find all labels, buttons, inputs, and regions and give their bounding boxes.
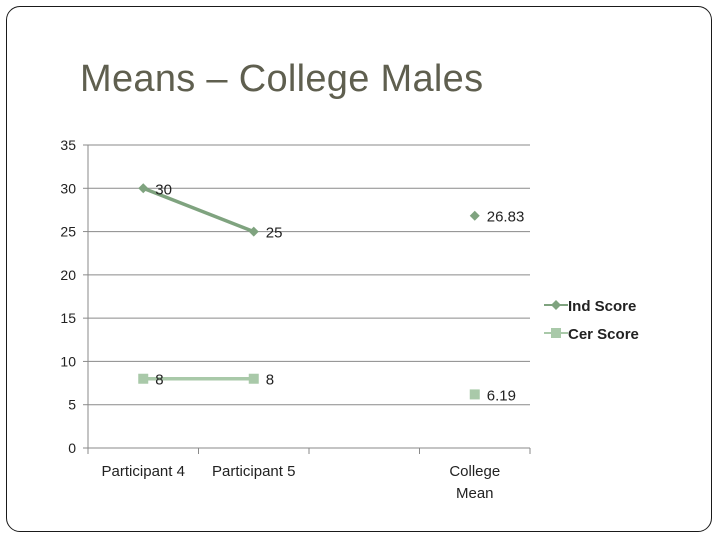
y-tick-label: 5 [68, 397, 76, 413]
data-point [138, 183, 149, 194]
y-tick-label: 0 [68, 440, 76, 456]
legend-label: Ind Score [568, 298, 636, 315]
data-label: 8 [155, 372, 163, 389]
data-label: 30 [155, 181, 172, 198]
y-tick-label: 10 [60, 353, 76, 369]
data-label: 6.19 [487, 387, 516, 404]
data-label: 25 [266, 225, 283, 242]
data-point [469, 210, 480, 221]
x-tick-label: Participant 5 [212, 463, 295, 480]
y-tick-label: 15 [60, 310, 76, 326]
data-point [138, 373, 149, 384]
data-label: 26.83 [487, 209, 525, 226]
series-line [142, 186, 255, 234]
y-tick-label: 30 [60, 180, 76, 196]
y-tick-label: 20 [60, 267, 76, 283]
y-tick-label: 25 [60, 224, 76, 240]
legend-marker [551, 328, 561, 338]
x-tick-label: Mean [456, 485, 494, 502]
y-tick-label: 35 [60, 137, 76, 153]
data-point [248, 373, 259, 384]
data-point [469, 389, 480, 400]
data-point [248, 226, 259, 237]
x-tick-label: College [449, 463, 500, 480]
slide-title: Means – College Males [80, 58, 484, 100]
legend-label: Cer Score [568, 326, 639, 343]
data-label: 8 [266, 372, 274, 389]
x-tick-label: Participant 4 [102, 463, 185, 480]
slide-frame [6, 6, 712, 532]
legend-marker [551, 300, 561, 310]
